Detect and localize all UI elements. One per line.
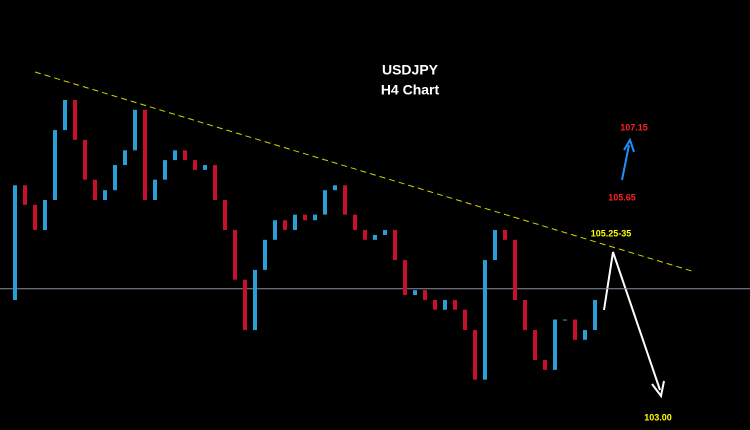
candle <box>283 220 287 231</box>
arrows <box>603 137 665 399</box>
price-annotation: 105.25-35 <box>591 228 632 238</box>
candle <box>573 319 577 340</box>
candle <box>393 230 397 261</box>
candle <box>433 299 437 310</box>
candle <box>553 319 557 370</box>
candle <box>533 330 537 361</box>
candle <box>523 299 527 331</box>
candle <box>493 230 497 261</box>
candle <box>223 199 227 231</box>
candle <box>373 234 377 240</box>
candle <box>193 160 197 170</box>
down-arrow-head <box>651 380 665 399</box>
candle <box>503 230 507 240</box>
price-annotation: 103.00 <box>644 412 672 422</box>
candle <box>453 299 457 310</box>
candle <box>23 185 27 205</box>
candle <box>63 99 67 131</box>
candle <box>73 99 77 140</box>
candle <box>483 260 487 380</box>
candle <box>183 150 187 161</box>
candle <box>203 165 207 170</box>
candle <box>513 239 517 300</box>
candle <box>403 260 407 296</box>
candle <box>343 185 347 215</box>
price-annotation: 107.15 <box>620 122 648 132</box>
up-arrow <box>621 144 630 181</box>
candle <box>273 220 277 240</box>
up-arrow-head <box>623 137 635 153</box>
chart-title: USDJPY <box>382 62 439 78</box>
price-annotation: 105.65 <box>608 192 636 202</box>
down-arrow <box>603 251 661 391</box>
candle <box>313 214 317 221</box>
candle <box>333 185 337 191</box>
candle <box>113 165 117 191</box>
candle <box>583 330 587 340</box>
candle <box>243 279 247 331</box>
candle <box>593 299 597 331</box>
candle <box>33 204 37 231</box>
candle <box>143 109 147 200</box>
candle <box>463 309 467 331</box>
candle <box>93 179 97 200</box>
trendline <box>34 71 696 273</box>
candle <box>473 330 477 380</box>
candle <box>213 165 217 200</box>
chart-subtitle: H4 Chart <box>381 82 440 98</box>
candle <box>293 214 297 231</box>
candle <box>353 214 357 231</box>
candle <box>363 230 367 240</box>
candle <box>233 230 237 280</box>
candle <box>543 360 547 370</box>
candle <box>383 230 387 235</box>
candle <box>423 290 427 300</box>
candle <box>13 185 17 300</box>
candle <box>83 139 87 180</box>
candle <box>323 190 327 215</box>
candle <box>263 239 267 270</box>
candle <box>443 299 447 310</box>
candle <box>43 199 47 231</box>
candle <box>413 290 417 296</box>
candle <box>133 109 137 151</box>
candle <box>53 130 57 200</box>
candle <box>173 150 177 161</box>
candle <box>103 190 107 200</box>
candle <box>123 150 127 166</box>
candle <box>163 160 167 180</box>
candle <box>303 214 307 221</box>
candle <box>253 269 257 331</box>
candle <box>563 319 567 321</box>
candle <box>153 179 157 200</box>
